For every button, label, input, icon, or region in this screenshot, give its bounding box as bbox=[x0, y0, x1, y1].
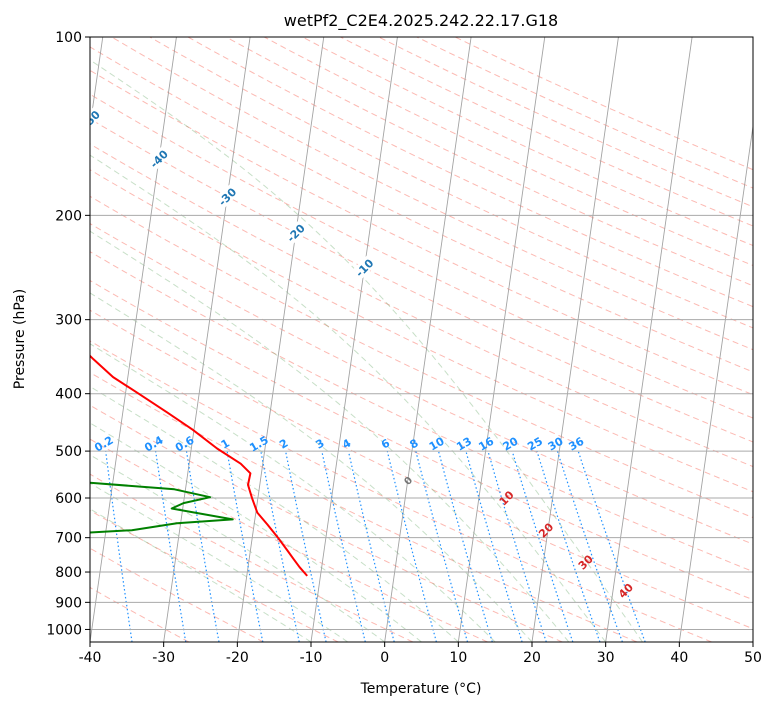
moist-adiabat-line bbox=[90, 292, 533, 642]
moist-adiabat-line bbox=[90, 385, 459, 642]
y-tick-label: 700 bbox=[55, 531, 82, 547]
isotherm-line bbox=[531, 37, 619, 642]
dry-adiabat-line bbox=[90, 404, 563, 642]
mixing-ratio-line bbox=[511, 450, 574, 642]
dry-adiabat-line bbox=[149, 37, 753, 329]
mixing-ratio-line bbox=[226, 450, 264, 642]
isotherm-line bbox=[163, 37, 251, 642]
moist-adiabat-line bbox=[90, 454, 385, 642]
dry-adiabat-line bbox=[90, 340, 712, 642]
mixing-ratio-line bbox=[285, 450, 327, 642]
isotherm-label-bg bbox=[90, 105, 104, 133]
y-tick-label: 1000 bbox=[46, 622, 82, 638]
dry-adiabat-line bbox=[90, 69, 753, 396]
mixing-ratio-line bbox=[347, 450, 395, 642]
moist-adiabat-line bbox=[90, 154, 607, 642]
mixing-ratio-line bbox=[465, 450, 523, 642]
dry-adiabat-line bbox=[90, 93, 753, 419]
isotherm-line bbox=[384, 37, 472, 642]
mixing-ratio-line bbox=[386, 450, 437, 642]
y-tick-label: 900 bbox=[55, 595, 82, 611]
dry-adiabat-line bbox=[90, 223, 753, 545]
mixing-ratio-line bbox=[577, 450, 646, 642]
isotherm-label-bg bbox=[213, 183, 241, 210]
y-tick-label: 200 bbox=[55, 208, 82, 224]
mixing-ratio-line bbox=[155, 451, 187, 642]
y-tick-label: 300 bbox=[55, 313, 82, 329]
dry-adiabat-line bbox=[90, 279, 753, 601]
profile-series bbox=[90, 354, 308, 577]
isotherm-line bbox=[605, 37, 693, 642]
x-tick-label: 40 bbox=[670, 650, 688, 666]
isotherm-line bbox=[236, 37, 325, 642]
mixing-ratio-line bbox=[415, 450, 469, 642]
mixing-ratio-line bbox=[260, 450, 300, 642]
x-tick-label: 50 bbox=[744, 650, 762, 666]
dewpoint-profile-line bbox=[90, 481, 234, 534]
mixing-ratio-line bbox=[437, 450, 493, 642]
dry-adiabat-line bbox=[90, 195, 753, 519]
chart-title: wetPf2_C2E4.2025.242.22.17.G18 bbox=[284, 11, 558, 31]
x-tick-label: -40 bbox=[79, 650, 102, 666]
moist-adiabat-line bbox=[90, 59, 643, 642]
plot-frame bbox=[89, 36, 754, 643]
isotherm-line bbox=[678, 123, 753, 642]
isotherm-line bbox=[457, 37, 546, 642]
mixing-ratio-line bbox=[536, 450, 601, 642]
isotherm-label-bg bbox=[145, 145, 172, 172]
isotherm-label-bg bbox=[282, 219, 309, 246]
mixing-ratio-line bbox=[556, 450, 623, 642]
y-axis-label: Pressure (hPa) bbox=[12, 289, 28, 389]
dry-adiabat-line bbox=[90, 547, 264, 642]
y-tick-label: 400 bbox=[55, 387, 82, 403]
dry-adiabat-line bbox=[90, 309, 753, 630]
isotherm-label-bg bbox=[350, 254, 378, 281]
x-tick-label: -20 bbox=[226, 650, 249, 666]
moist-adiabat-line bbox=[90, 482, 349, 642]
x-tick-label: 20 bbox=[523, 650, 541, 666]
isotherm-line bbox=[90, 37, 177, 642]
y-tick-label: 500 bbox=[55, 444, 82, 460]
y-tick-label: 600 bbox=[55, 491, 82, 507]
x-axis-label: Temperature (°C) bbox=[360, 681, 482, 697]
dry-adiabat-line bbox=[90, 143, 753, 468]
mixing-ratio-line bbox=[487, 450, 547, 642]
x-tick-label: 10 bbox=[449, 650, 467, 666]
x-tick-label: -10 bbox=[300, 650, 323, 666]
axes: -40 -30 -20 -10 0 10 20 30 40 50 100 200 300 400 500 60… bbox=[46, 30, 762, 666]
y-tick-label: 100 bbox=[55, 30, 82, 46]
mixing-ratio-line bbox=[321, 450, 366, 642]
x-tick-label: -30 bbox=[152, 650, 175, 666]
dry-adiabat-line bbox=[90, 169, 753, 493]
temperature-profile-line bbox=[90, 354, 308, 577]
x-tick-label: 0 bbox=[380, 650, 389, 666]
moist-adiabat-line bbox=[90, 343, 496, 642]
background-lines bbox=[90, 37, 753, 642]
x-tick-label: 30 bbox=[597, 650, 615, 666]
dry-adiabat-line bbox=[90, 509, 339, 642]
moist-adiabat-line bbox=[90, 422, 422, 642]
y-tick-label: 800 bbox=[55, 565, 82, 581]
isotherm-line bbox=[310, 37, 398, 642]
moist-adiabat-line bbox=[90, 230, 570, 642]
mixing-ratio-line bbox=[105, 451, 133, 642]
